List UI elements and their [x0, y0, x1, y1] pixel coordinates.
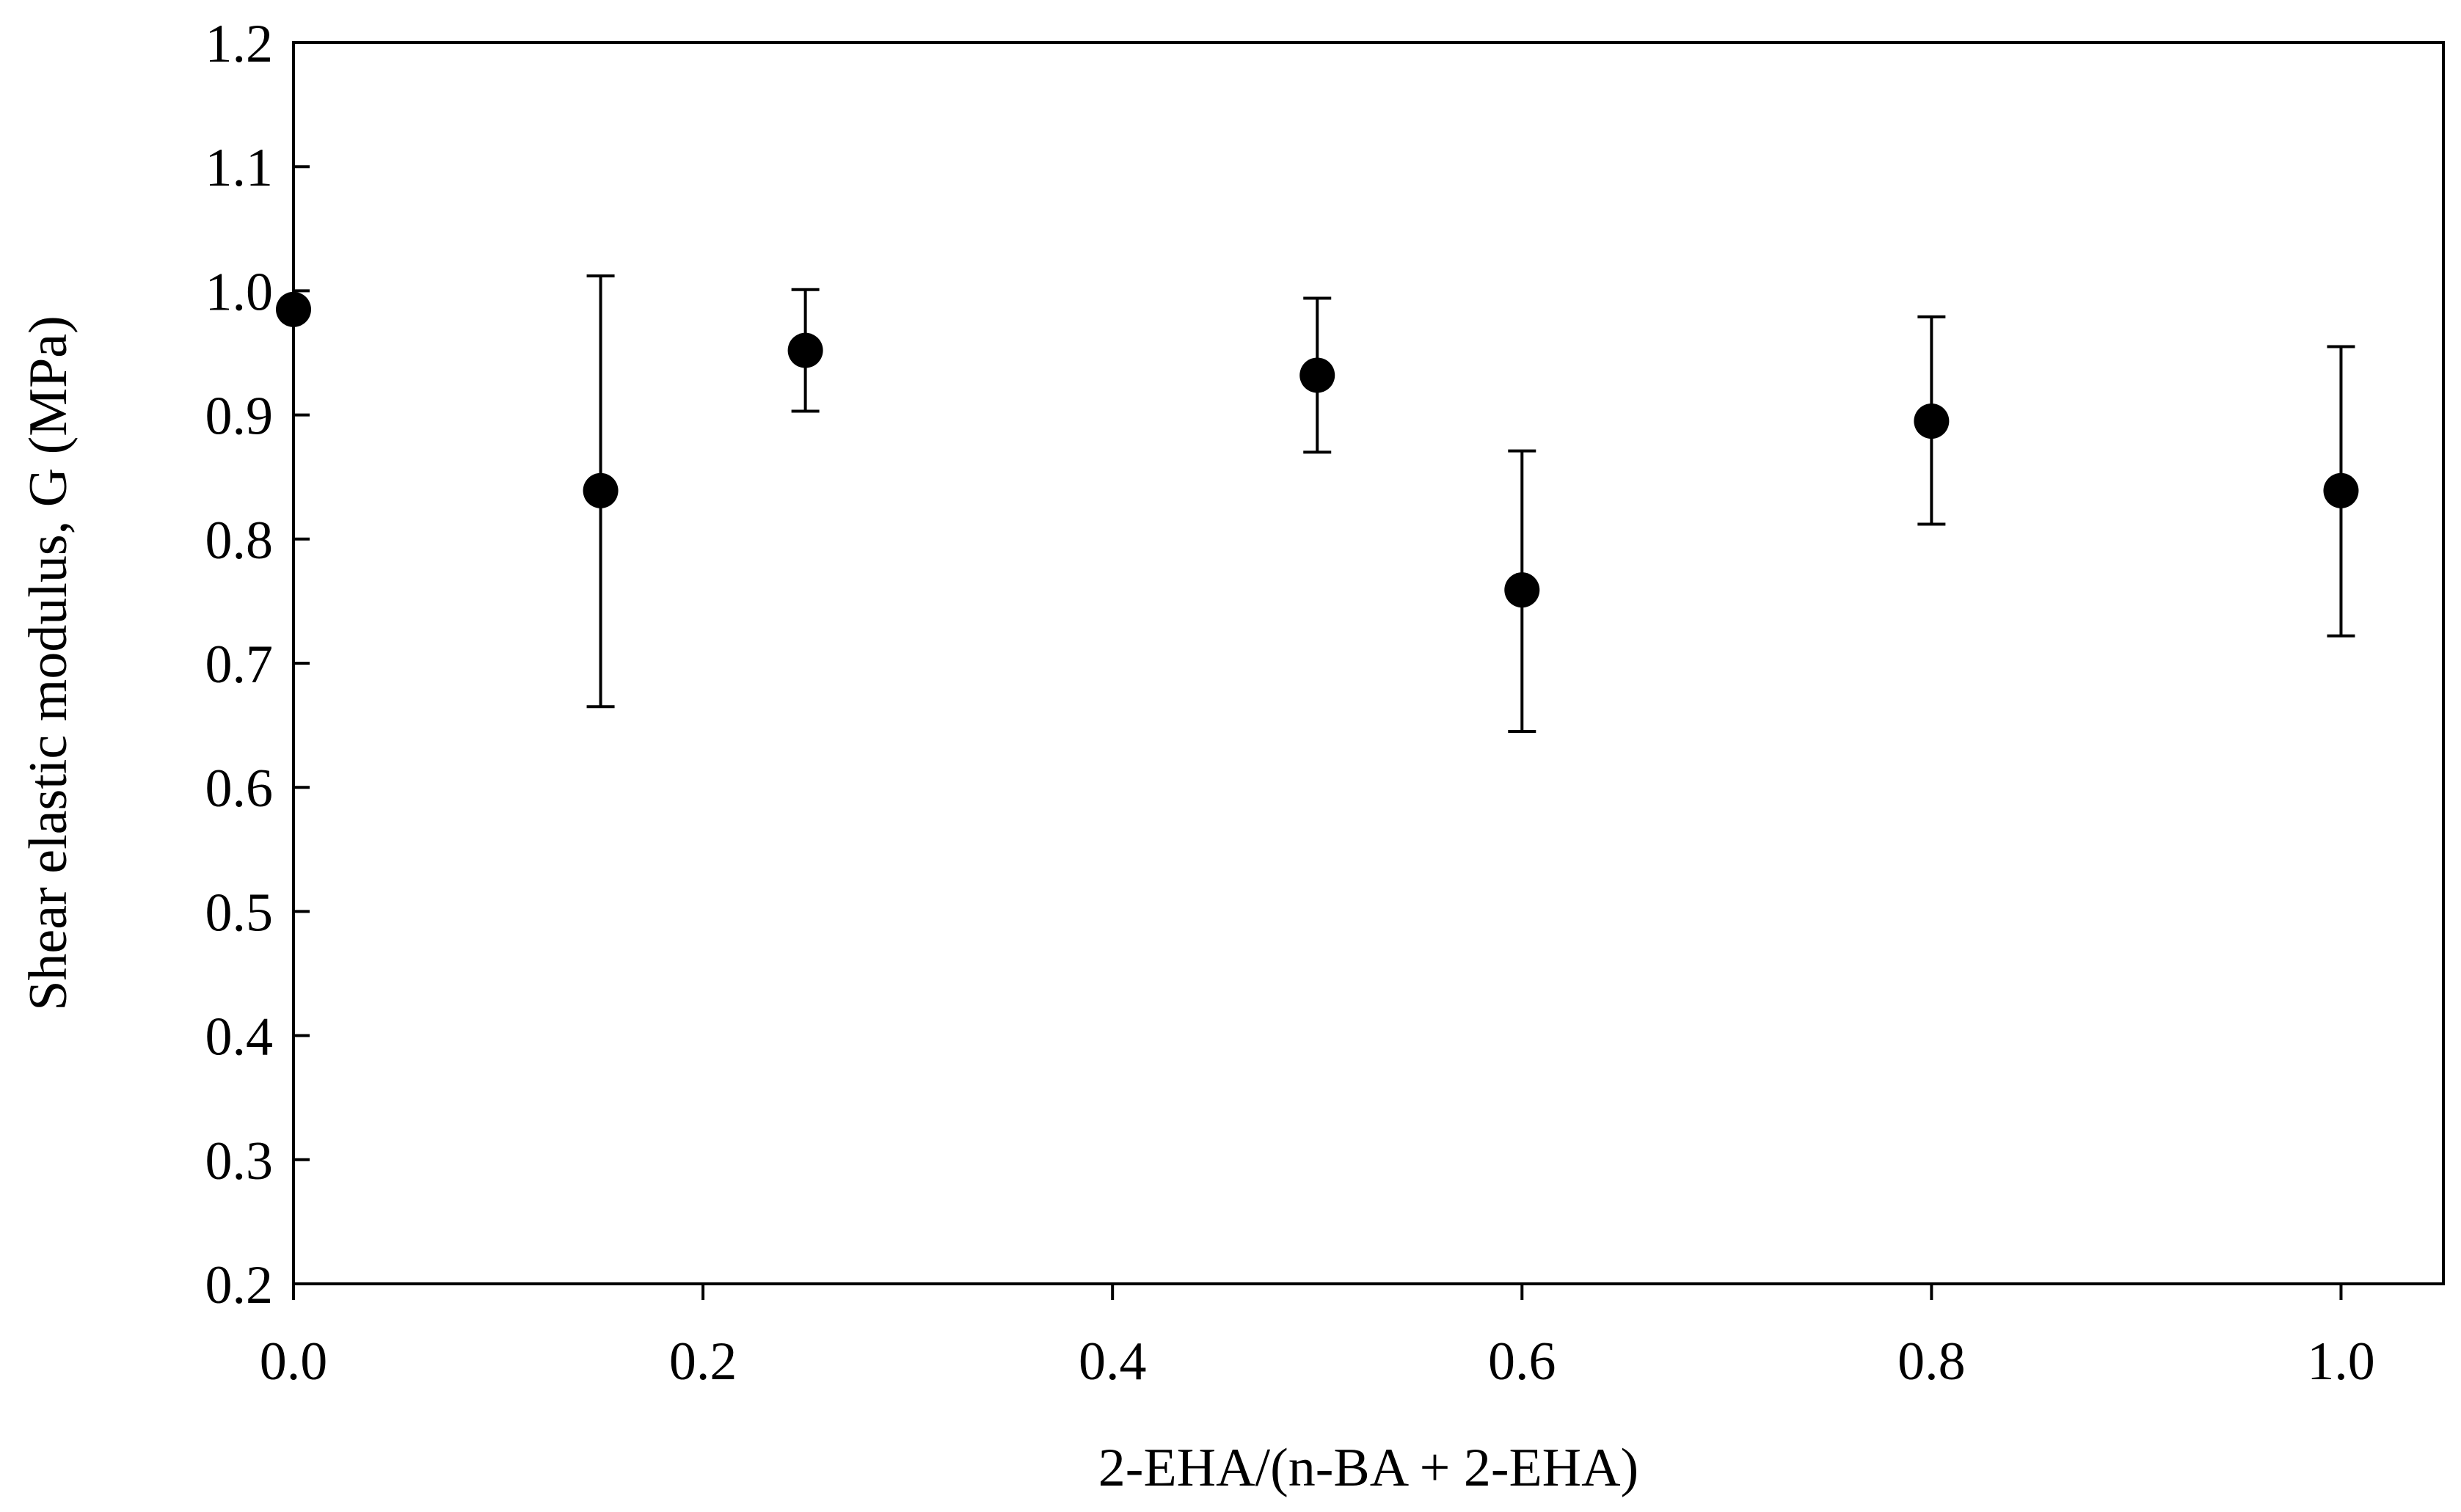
y-tick-label: 0.3 — [205, 1131, 274, 1191]
x-tick-label: 1.0 — [2307, 1332, 2375, 1392]
y-axis: 0.2 0.3 0.4 0.5 0.6 0.7 0.8 0.9 1.0 1.1 1.2 — [205, 14, 310, 1315]
data-points — [276, 291, 2359, 608]
x-axis: 0.0 0.2 0.4 0.6 0.8 1.0 — [260, 1284, 2375, 1392]
data-point — [1914, 403, 1950, 439]
data-point — [2323, 472, 2359, 508]
x-tick-label: 0.2 — [669, 1332, 737, 1392]
y-tick-label: 0.6 — [205, 759, 274, 819]
y-tick-label: 1.0 — [205, 262, 274, 322]
y-tick-label: 0.8 — [205, 511, 274, 571]
y-tick-label: 0.5 — [205, 883, 274, 943]
x-axis-title: 2-EHA/(n-BA + 2-EHA) — [1098, 1438, 1638, 1498]
y-tick-label: 0.4 — [205, 1007, 274, 1067]
data-point — [276, 291, 311, 327]
x-tick-label: 0.6 — [1488, 1332, 1556, 1392]
y-axis-title: Shear elastic modulus, G (MPa) — [18, 315, 79, 1010]
y-tick-label: 1.2 — [205, 14, 274, 74]
y-tick-label: 0.9 — [205, 387, 274, 447]
y-tick-label: 0.2 — [205, 1255, 274, 1315]
data-point — [583, 472, 619, 508]
y-tick-label: 1.1 — [205, 138, 274, 198]
x-tick-label: 0.0 — [260, 1332, 328, 1392]
error-bars — [586, 274, 2355, 734]
y-tick-label: 0.7 — [205, 635, 274, 695]
data-point — [1504, 572, 1540, 608]
plot-area — [292, 41, 2445, 1285]
data-point — [1299, 357, 1335, 393]
data-point — [787, 332, 823, 368]
x-tick-label: 0.4 — [1079, 1332, 1147, 1392]
x-tick-label: 0.8 — [1897, 1332, 1966, 1392]
